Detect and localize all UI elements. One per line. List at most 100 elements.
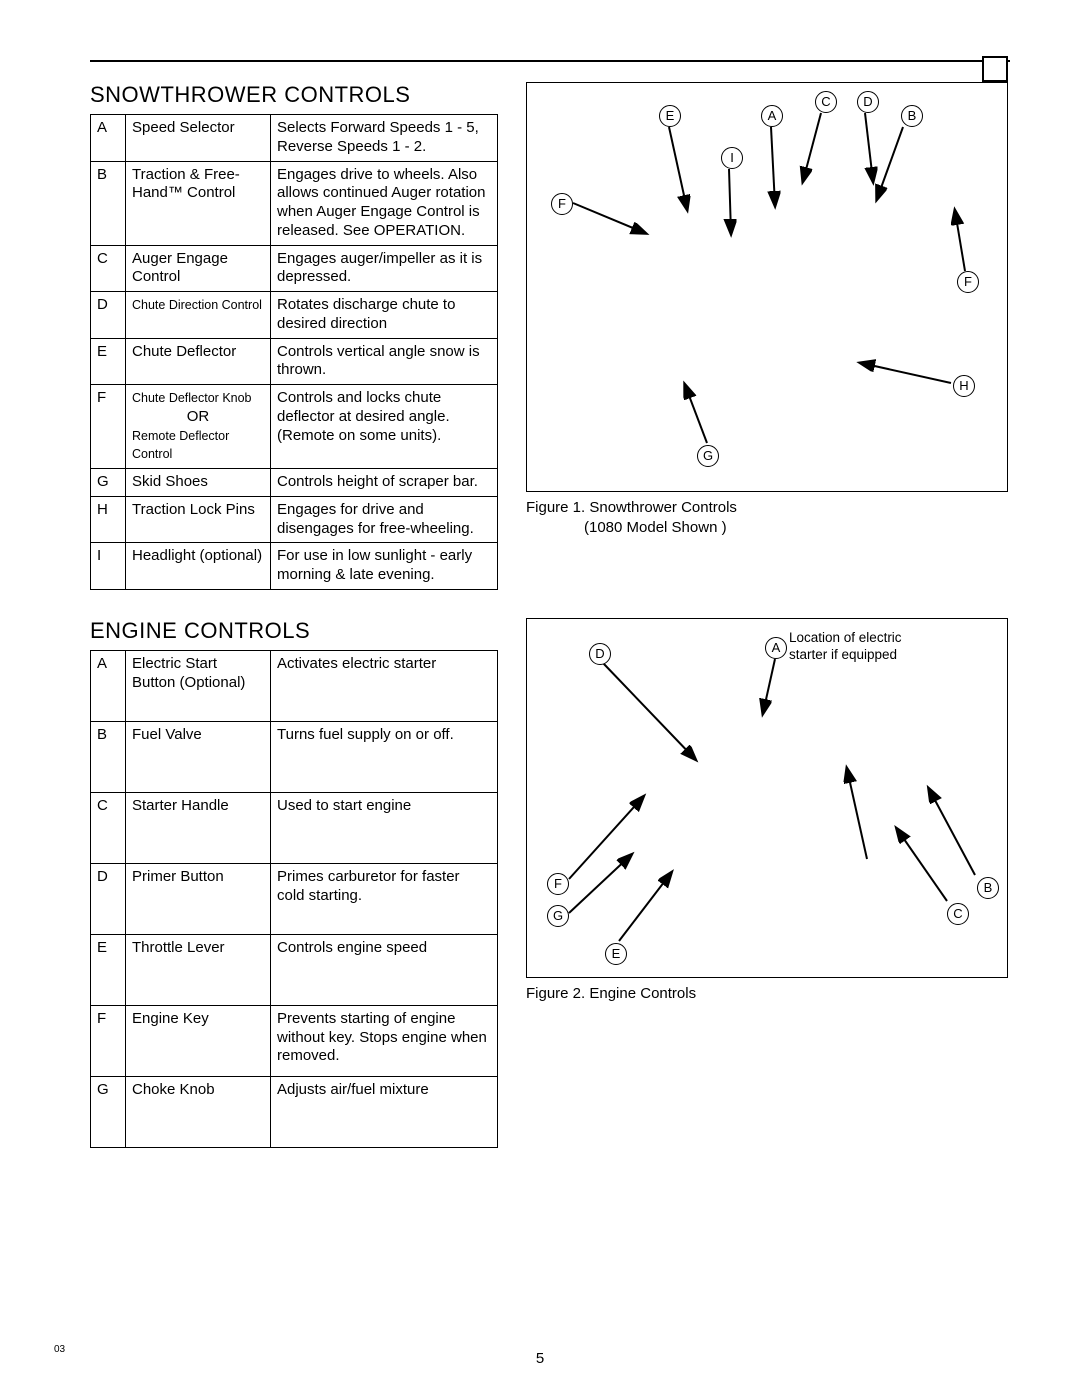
cell-desc: Engages for drive and disengages for fre… bbox=[271, 496, 498, 543]
cell-name: Chute Deflector bbox=[126, 338, 271, 385]
cell-letter: C bbox=[91, 245, 126, 292]
table-row: EChute DeflectorControls vertical angle … bbox=[91, 338, 498, 385]
cell-desc: Controls and locks chute deflector at de… bbox=[271, 385, 498, 469]
cell-name: Fuel Valve bbox=[126, 721, 271, 792]
cell-name: Traction & Free-Hand™ Control bbox=[126, 161, 271, 245]
cell-letter: E bbox=[91, 934, 126, 1005]
cell-name: Primer Button bbox=[126, 863, 271, 934]
callout-label-f: F bbox=[547, 873, 569, 895]
callout-label-a: A bbox=[761, 105, 783, 127]
callout-label-c: C bbox=[815, 91, 837, 113]
cell-name: Traction Lock Pins bbox=[126, 496, 271, 543]
cell-name: Skid Shoes bbox=[126, 469, 271, 497]
cell-name: Chute Deflector KnobORRemote Deflector C… bbox=[126, 385, 271, 469]
cell-name: Auger Engage Control bbox=[126, 245, 271, 292]
table-row: EThrottle LeverControls engine speed bbox=[91, 934, 498, 1005]
cell-letter: A bbox=[91, 115, 126, 162]
table-row: GChoke KnobAdjusts air/fuel mixture bbox=[91, 1076, 498, 1147]
engine-title: ENGINE CONTROLS bbox=[90, 618, 498, 644]
snowthrower-title: SNOWTHROWER CONTROLS bbox=[90, 82, 498, 108]
page-number: 5 bbox=[0, 1350, 1080, 1367]
figure-1-arrows bbox=[527, 83, 1007, 491]
callout-label-d: D bbox=[589, 643, 611, 665]
cell-desc: Turns fuel supply on or off. bbox=[271, 721, 498, 792]
cell-name: Speed Selector bbox=[126, 115, 271, 162]
figure-2-note-l2: starter if equipped bbox=[789, 647, 897, 662]
callout-label-c: C bbox=[947, 903, 969, 925]
engine-table: AElectric Start Button (Optional)Activat… bbox=[90, 650, 498, 1148]
figure-2-note: Location of electric starter if equipped bbox=[789, 629, 902, 664]
snowthrower-left: SNOWTHROWER CONTROLS ASpeed SelectorSele… bbox=[90, 82, 498, 590]
section-snowthrower: SNOWTHROWER CONTROLS ASpeed SelectorSele… bbox=[90, 82, 1010, 590]
callout-label-g: G bbox=[547, 905, 569, 927]
cell-letter: C bbox=[91, 792, 126, 863]
snowthrower-table: ASpeed SelectorSelects Forward Speeds 1 … bbox=[90, 114, 498, 590]
callout-label-f: F bbox=[957, 271, 979, 293]
cell-desc: Activates electric starter bbox=[271, 650, 498, 721]
cell-letter: D bbox=[91, 292, 126, 339]
table-row: CAuger Engage ControlEngages auger/impel… bbox=[91, 245, 498, 292]
cell-name: Electric Start Button (Optional) bbox=[126, 650, 271, 721]
callout-label-h: H bbox=[953, 375, 975, 397]
table-row: GSkid ShoesControls height of scraper ba… bbox=[91, 469, 498, 497]
cell-letter: D bbox=[91, 863, 126, 934]
cell-desc: Controls vertical angle snow is thrown. bbox=[271, 338, 498, 385]
cell-desc: Engages auger/impeller as it is depresse… bbox=[271, 245, 498, 292]
table-row: ASpeed SelectorSelects Forward Speeds 1 … bbox=[91, 115, 498, 162]
cell-desc: Controls height of scraper bar. bbox=[271, 469, 498, 497]
table-row: DPrimer ButtonPrimes carburetor for fast… bbox=[91, 863, 498, 934]
cell-letter: A bbox=[91, 650, 126, 721]
section-engine: ENGINE CONTROLS AElectric Start Button (… bbox=[90, 618, 1010, 1148]
page: SNOWTHROWER CONTROLS ASpeed SelectorSele… bbox=[0, 0, 1080, 1397]
engine-right: Location of electric starter if equipped… bbox=[526, 618, 1010, 1004]
cell-letter: E bbox=[91, 338, 126, 385]
cell-desc: Adjusts air/fuel mixture bbox=[271, 1076, 498, 1147]
table-row: FEngine KeyPrevents starting of engine w… bbox=[91, 1005, 498, 1076]
callout-label-d: D bbox=[857, 91, 879, 113]
callout-label-b: B bbox=[901, 105, 923, 127]
cell-letter: F bbox=[91, 1005, 126, 1076]
cell-desc: Engages drive to wheels. Also allows con… bbox=[271, 161, 498, 245]
figure-1-caption-l1: Figure 1. Snowthrower Controls bbox=[526, 499, 737, 516]
table-row: IHeadlight (optional)For use in low sunl… bbox=[91, 543, 498, 590]
cell-name: Throttle Lever bbox=[126, 934, 271, 1005]
cell-desc: For use in low sunlight - early morning … bbox=[271, 543, 498, 590]
callout-label-b: B bbox=[977, 877, 999, 899]
cell-name: Engine Key bbox=[126, 1005, 271, 1076]
figure-2-arrows bbox=[527, 619, 1007, 977]
callout-label-e: E bbox=[605, 943, 627, 965]
table-row: BTraction & Free-Hand™ ControlEngages dr… bbox=[91, 161, 498, 245]
cell-name: Chute Direction Control bbox=[126, 292, 271, 339]
figure-2-caption: Figure 2. Engine Controls bbox=[526, 984, 1010, 1004]
callout-label-g: G bbox=[697, 445, 719, 467]
cell-letter: G bbox=[91, 1076, 126, 1147]
figure-1-box: E A CDB I F F H G bbox=[526, 82, 1008, 492]
cell-desc: Rotates discharge chute to desired direc… bbox=[271, 292, 498, 339]
snowthrower-right: E A CDB I F F H G Figure 1. Snowthrower Control… bbox=[526, 82, 1010, 537]
figure-2-box: Location of electric starter if equipped… bbox=[526, 618, 1008, 978]
cell-desc: Selects Forward Speeds 1 - 5, Reverse Sp… bbox=[271, 115, 498, 162]
table-row: DChute Direction ControlRotates discharg… bbox=[91, 292, 498, 339]
cell-name: Choke Knob bbox=[126, 1076, 271, 1147]
table-row: FChute Deflector KnobORRemote Deflector … bbox=[91, 385, 498, 469]
corner-checkbox bbox=[982, 56, 1008, 82]
figure-1-caption-l2: (1080 Model Shown ) bbox=[526, 519, 727, 536]
cell-desc: Prevents starting of engine without key.… bbox=[271, 1005, 498, 1076]
callout-label-f: F bbox=[551, 193, 573, 215]
table-row: HTraction Lock PinsEngages for drive and… bbox=[91, 496, 498, 543]
cell-letter: B bbox=[91, 721, 126, 792]
table-row: BFuel ValveTurns fuel supply on or off. bbox=[91, 721, 498, 792]
cell-letter: F bbox=[91, 385, 126, 469]
cell-desc: Controls engine speed bbox=[271, 934, 498, 1005]
cell-letter: I bbox=[91, 543, 126, 590]
engine-left: ENGINE CONTROLS AElectric Start Button (… bbox=[90, 618, 498, 1148]
figure-1-caption: Figure 1. Snowthrower Controls (1080 Mod… bbox=[526, 498, 1010, 537]
callout-label-e: E bbox=[659, 105, 681, 127]
header-rule bbox=[90, 60, 1010, 62]
table-row: CStarter HandleUsed to start engine bbox=[91, 792, 498, 863]
callout-label-i: I bbox=[721, 147, 743, 169]
figure-2-note-l1: Location of electric bbox=[789, 630, 902, 645]
cell-name: Starter Handle bbox=[126, 792, 271, 863]
table-row: AElectric Start Button (Optional)Activat… bbox=[91, 650, 498, 721]
cell-letter: G bbox=[91, 469, 126, 497]
